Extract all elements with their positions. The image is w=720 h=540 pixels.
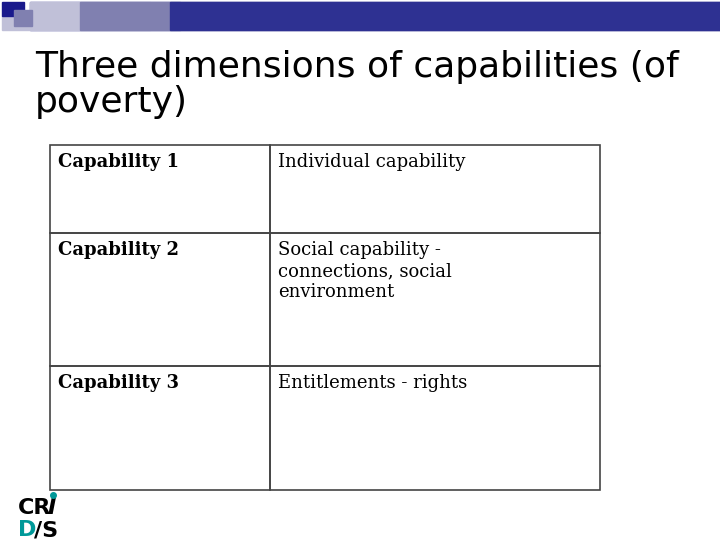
Bar [14,10,32,26]
Text: Three dimensions of capabilities (of: Three dimensions of capabilities (of [35,50,679,84]
Bar [30,2,150,30]
Bar [50,145,270,233]
Text: D: D [18,520,37,540]
Text: Capability 3: Capability 3 [58,374,179,392]
Bar [50,366,270,490]
Bar [270,366,600,490]
Bar [30,2,720,30]
Text: Social capability -
connections, social
environment: Social capability - connections, social … [278,241,452,301]
Text: Individual capability: Individual capability [278,153,465,171]
Bar [270,145,600,233]
Bar [2,16,30,30]
Bar [170,2,720,30]
Bar [80,2,180,30]
Text: Entitlements - rights: Entitlements - rights [278,374,467,392]
Text: Capability 2: Capability 2 [58,241,179,259]
Text: Capability 1: Capability 1 [58,153,179,171]
Text: CR: CR [18,498,51,518]
Bar [50,233,270,366]
Bar [270,233,600,366]
Text: /S: /S [34,520,58,540]
Text: poverty): poverty) [35,85,188,119]
Text: I: I [48,498,56,518]
Bar [2,2,24,16]
